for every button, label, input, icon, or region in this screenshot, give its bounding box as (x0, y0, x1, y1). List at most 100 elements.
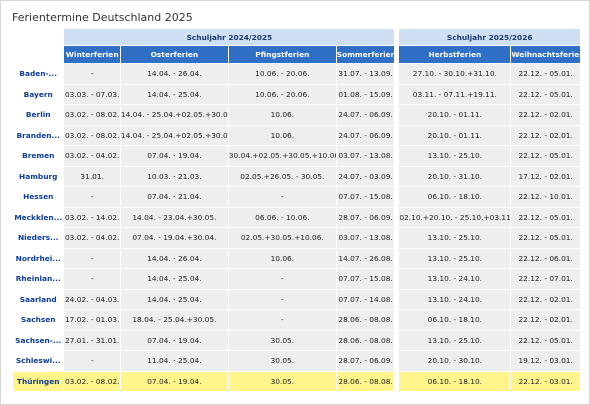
date-cell: 20.10. - 30.10. (399, 351, 511, 371)
table-row[interactable]: Meckklen... 03.02. - 14.02. 14.04. - 23.04… (13, 207, 580, 227)
date-cell: 14.04. - 25.04. (120, 289, 228, 309)
date-cell: 07.07. - 15.08. (336, 187, 395, 207)
date-cell: 14.04. - 25.04.+02.05.+30.05. (120, 125, 228, 145)
col-header-pfingstferien[interactable]: Pfingstferien (228, 46, 336, 63)
state-link[interactable]: Baden-... (13, 64, 64, 84)
state-link[interactable]: Meckklen... (13, 207, 64, 227)
date-cell: 02.10.+20.10. - 25.10.+03.11. (399, 207, 511, 227)
col-header-herbstferien[interactable]: Herbstferien (399, 46, 511, 63)
date-cell: 22.12. - 05.01. (511, 228, 580, 248)
date-cell: - (228, 187, 336, 207)
date-cell: 28.07. - 06.09. (336, 351, 395, 371)
date-cell: 03.02. - 08.02. (64, 125, 120, 145)
date-cell: 11.04. - 25.04. (120, 351, 228, 371)
date-cell: 22.12. - 05.01. (511, 64, 580, 84)
date-cell: 07.07. - 14.08. (336, 289, 395, 309)
date-cell: 18.04. - 25.04.+30.05. (120, 310, 228, 330)
date-cell: 28.06. - 08.08. (336, 330, 395, 350)
holiday-table-body: Baden-... - 14.04. - 26.04. 10.06. - 20.06.… (13, 64, 580, 391)
date-cell: 22.12. - 10.01. (511, 187, 580, 207)
state-link[interactable]: Rheinlan... (13, 269, 64, 289)
date-cell: 03.02. - 08.02. (64, 105, 120, 125)
date-cell: 10.03. - 21.03. (120, 166, 228, 186)
page-title: Ferientermine Deutschland 2025 (12, 11, 193, 24)
date-cell: 20.10. - 01.11. (399, 125, 511, 145)
date-cell: 07.04. - 19.04.+30.04. (120, 228, 228, 248)
table-row[interactable]: Hessen -07.04. - 21.04. -07.07. - 15.08. 06… (13, 187, 580, 207)
date-cell: 28.07. - 06.09. (336, 207, 395, 227)
col-header-osterferien[interactable]: Osterferien (120, 46, 228, 63)
date-cell: 13.10. - 25.10. (399, 248, 511, 268)
table-row[interactable]: Hamburg 31.01. 10.03. - 21.03. 02.05.+26.05… (13, 166, 580, 186)
date-cell: 30.05. (228, 330, 336, 350)
year-header-2024-2025: Schuljahr 2024/2025 (64, 29, 395, 45)
date-cell: 14.04. - 23.04.+30.05. (120, 207, 228, 227)
date-cell: 03.02. - 04.02. (64, 228, 120, 248)
date-cell: - (64, 248, 120, 268)
table-row[interactable]: Berlin 03.02. - 08.02. 14.04. - 25.04.+02.… (13, 105, 580, 125)
date-cell: 13.10. - 24.10. (399, 289, 511, 309)
state-link[interactable]: Berlin (13, 105, 64, 125)
state-link[interactable]: Thüringen (13, 371, 64, 391)
table-row[interactable]: Branden... 03.02. - 08.02. 14.04. - 25.04.… (13, 125, 580, 145)
date-cell: 14.04. - 26.04. (120, 64, 228, 84)
table-row[interactable]: Nieders... 03.02. - 04.02. 07.04. - 19.04.… (13, 228, 580, 248)
date-cell: 22.12. - 02.01. (511, 310, 580, 330)
table-row[interactable]: Bayern 03.03. - 07.03. 14.04. - 25.04. 10.0… (13, 84, 580, 104)
table-row[interactable]: Schleswi... -11.04. - 25.04. 30.05. 28.07. … (13, 351, 580, 371)
date-cell: 27.01. - 31.01. (64, 330, 120, 350)
state-link[interactable]: Sachsen-... (13, 330, 64, 350)
date-cell: 06.10. - 18.10. (399, 371, 511, 391)
date-cell: 03.11. - 07.11.+19.11. (399, 84, 511, 104)
date-cell: 10.06. - 20.06. (228, 84, 336, 104)
col-header-weihnachtsferien[interactable]: Weihnachtsferien (511, 46, 580, 63)
date-cell: 06.10. - 18.10. (399, 310, 511, 330)
date-cell: 22.12. - 05.01. (511, 207, 580, 227)
date-cell: 10.06. - 20.06. (228, 64, 336, 84)
table-row[interactable]: Bremen 03.02. - 04.02. 07.04. - 19.04. 30.0… (13, 146, 580, 166)
state-link[interactable]: Hamburg (13, 166, 64, 186)
date-cell: - (228, 310, 336, 330)
table-row[interactable]: Sachsen-... 27.01. - 31.01. 07.04. - 19.04… (13, 330, 580, 350)
date-cell: 22.12. - 07.01. (511, 269, 580, 289)
date-cell: 22.12. - 05.01. (511, 84, 580, 104)
state-link[interactable]: Bremen (13, 146, 64, 166)
date-cell: 22.12. - 06.01. (511, 248, 580, 268)
table-row[interactable]: Rheinlan... -14.04. - 25.04. -07.07. - 15.… (13, 269, 580, 289)
state-link[interactable]: Sachsen (13, 310, 64, 330)
state-link[interactable]: Schleswi... (13, 351, 64, 371)
date-cell: 10.06. (228, 248, 336, 268)
date-cell: 28.06. - 08.08. (336, 310, 395, 330)
state-link[interactable]: Hessen (13, 187, 64, 207)
date-cell: 13.10. - 25.10. (399, 146, 511, 166)
date-cell: - (228, 269, 336, 289)
table-row[interactable]: Thüringen 03.02. - 08.02. 07.04. - 19.04. 3… (13, 371, 580, 391)
date-cell: 17.02. - 01.03. (64, 310, 120, 330)
date-cell: 10.06. (228, 105, 336, 125)
date-cell: 06.06. - 10.06. (228, 207, 336, 227)
corner-blank (13, 29, 64, 45)
state-link[interactable]: Nieders... (13, 228, 64, 248)
date-cell: 07.04. - 19.04. (120, 146, 228, 166)
date-cell: 14.04. - 25.04.+02.05.+30.05. (120, 105, 228, 125)
date-cell: - (228, 289, 336, 309)
date-cell: 14.04. - 25.04. (120, 84, 228, 104)
col-header-winterferien[interactable]: Winterferien (64, 46, 120, 63)
date-cell: 07.04. - 19.04. (120, 330, 228, 350)
state-link[interactable]: Saarland (13, 289, 64, 309)
year-header-2025-2026: Schuljahr 2025/2026 (399, 29, 580, 45)
table-row[interactable]: Sachsen 17.02. - 01.03. 18.04. - 25.04.+30… (13, 310, 580, 330)
date-cell: 28.06. - 08.08. (336, 371, 395, 391)
table-row[interactable]: Nordrhei... -14.04. - 26.04. 10.06. 14.07. … (13, 248, 580, 268)
table-row[interactable]: Baden-... -14.04. - 26.04. 10.06. - 20.06.… (13, 64, 580, 84)
date-cell: 31.07. - 13.09. (336, 64, 395, 84)
date-cell: 02.05.+30.05.+10.06. (228, 228, 336, 248)
state-link[interactable]: Branden... (13, 125, 64, 145)
state-link[interactable]: Nordrhei... (13, 248, 64, 268)
col-header-sommerferien[interactable]: Sommerferien (336, 46, 395, 63)
date-cell: 06.10. - 18.10. (399, 187, 511, 207)
state-link[interactable]: Bayern (13, 84, 64, 104)
table-row[interactable]: Saarland 24.02. - 04.03. 14.04. - 25.04. -0… (13, 289, 580, 309)
date-cell: 24.07. - 06.09. (336, 125, 395, 145)
